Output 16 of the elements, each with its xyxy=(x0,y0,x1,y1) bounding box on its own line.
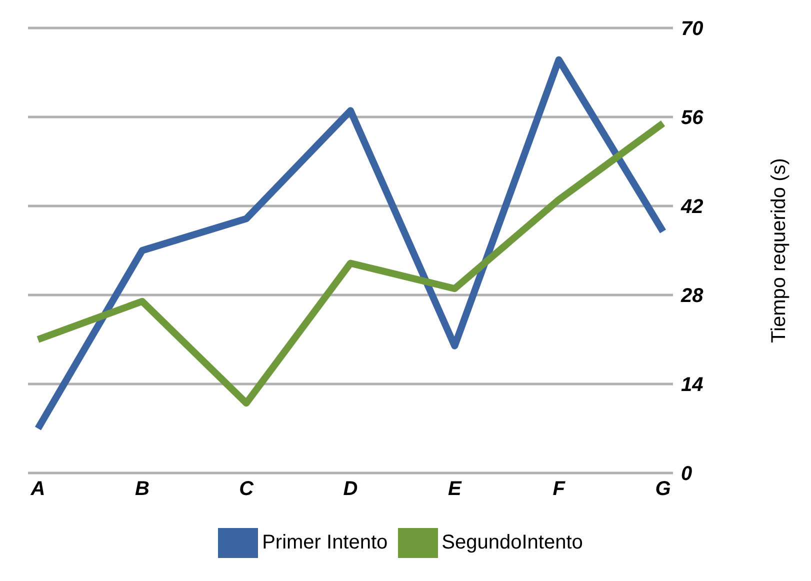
y-tick-label: 14 xyxy=(681,374,704,396)
legend-label: Primer Intento xyxy=(262,531,388,554)
y-tick-label: 56 xyxy=(681,107,704,130)
y-axis-title: Tiempo requerido (s) xyxy=(768,158,790,343)
x-tick-label: B xyxy=(134,478,150,500)
y-tick-label: 28 xyxy=(680,285,704,308)
x-tick-label: F xyxy=(552,478,566,500)
y-tick-label: 0 xyxy=(681,463,692,486)
x-tick-label: C xyxy=(239,478,254,500)
y-tick-label: 42 xyxy=(680,196,704,218)
x-tick-label: E xyxy=(448,478,462,500)
y-tick-label: 70 xyxy=(681,18,704,40)
x-tick-label: A xyxy=(30,478,46,500)
legend-label: SegundoIntento xyxy=(442,531,583,554)
x-tick-label: G xyxy=(655,478,671,500)
x-tick-label: D xyxy=(343,478,358,500)
